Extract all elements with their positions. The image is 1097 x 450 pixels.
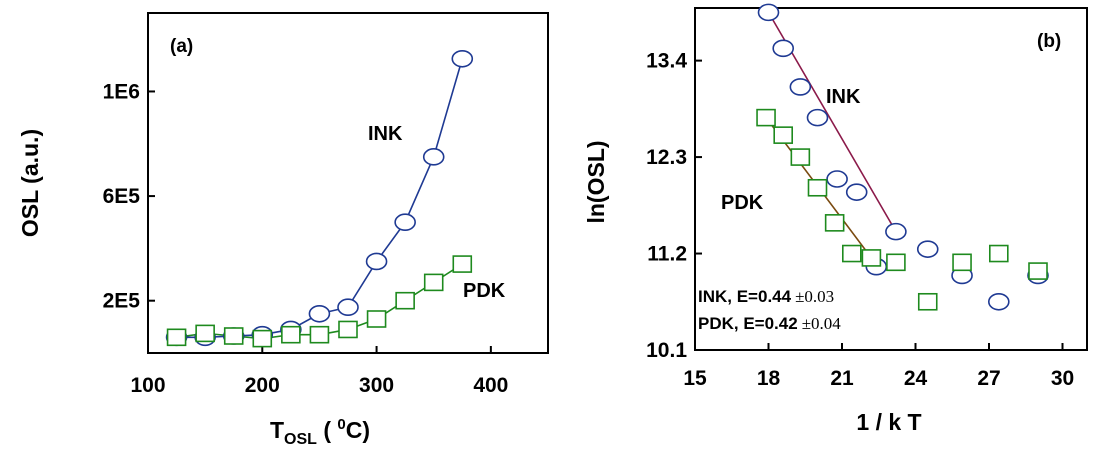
panel-a-y-tick-label: 2E5	[103, 290, 141, 313]
panel-b-ink-point	[772, 39, 795, 58]
panel-b-pdk-point	[790, 148, 811, 166]
panel-a: 100 200 300 400 2E5 6E5 1E6 (a) INK PDK OSL (a…	[17, 12, 549, 448]
panel-a-x-label-open: (	[317, 417, 337, 443]
panel-b-ink-point	[757, 3, 780, 22]
panel-a-x-label-sup: 0	[337, 416, 345, 433]
panel-b-label: (b)	[1037, 31, 1061, 52]
panel-b-plot-frame	[694, 7, 1088, 351]
panel-b-y-tick-label: 11.2	[647, 243, 687, 266]
panel-a-series-lines	[176, 58, 464, 340]
panel-b-pdk-point	[861, 249, 882, 267]
panel-b-pdk-point	[807, 178, 828, 197]
panel-b: 15 18 21 24 27 30 10.1 11.2 12.3 13.4 (b) INK PDK…	[583, 3, 1088, 435]
panel-a-pdk-label: PDK	[463, 280, 506, 302]
panel-b-ink-point	[806, 108, 829, 127]
panel-b-pdk-point	[841, 244, 862, 263]
panel-a-pdk-point	[366, 310, 387, 328]
panel-b-pdk-point	[773, 126, 794, 144]
panel-b-pdk-point	[988, 244, 1009, 263]
panel-b-annotation-ink-label: INK, E=0.44	[698, 287, 792, 306]
panel-b-pdk-point	[756, 108, 776, 127]
panel-b-x-tick-label: 30	[1051, 367, 1074, 390]
panel-b-y-tick-label: 13.4	[646, 50, 687, 73]
panel-b-markers	[756, 3, 1049, 311]
panel-a-ink-point	[308, 304, 331, 323]
panel-b-pdk-point	[1028, 262, 1048, 280]
panel-b-ink-point	[885, 222, 907, 241]
panel-b-annotation-pdk-label: PDK, E=0.42	[698, 314, 798, 333]
panel-b-x-tick-label: 15	[683, 367, 707, 390]
panel-a-ink-point	[394, 213, 416, 232]
panel-b-ink-point	[826, 170, 848, 188]
panel-a-x-label-close: C)	[346, 417, 370, 443]
panel-b-ink-point	[916, 240, 939, 258]
panel-a-x-label-sub: OSL	[284, 431, 317, 445]
panel-b-ink-point	[987, 292, 1010, 311]
panel-a-y-tick-label: 6E5	[103, 185, 141, 208]
panel-a-x-axis-label: TOSL ( 0C)	[270, 416, 370, 445]
panel-a-pdk-point	[423, 273, 444, 292]
panel-b-annotation-ink: INK, E=0.44 ±0.03	[698, 287, 834, 306]
panel-b-x-tick-label: 27	[977, 367, 1000, 390]
panel-b-pdk-point	[886, 253, 906, 272]
panel-a-y-tick-label: 1E6	[103, 80, 140, 103]
panel-a-x-tick-label: 300	[359, 374, 394, 397]
panel-a-pdk-point	[395, 291, 415, 310]
panel-a-label: (a)	[170, 36, 193, 57]
panel-b-y-tick-label: 12.3	[646, 146, 687, 169]
panel-a-ticks: 100 200 300 400 2E5 6E5 1E6	[103, 80, 509, 397]
panel-a-pdk-point	[166, 328, 187, 347]
panel-b-y-axis-label: ln(OSL)	[583, 140, 609, 223]
panel-b-ink-point	[845, 183, 868, 201]
panel-a-pdk-point	[338, 320, 358, 339]
panel-a-pdk-point	[452, 255, 473, 273]
panel-a-ink-label: INK	[368, 123, 403, 145]
panel-b-annotation-pdk: PDK, E=0.42 ±0.04	[698, 314, 841, 333]
panel-a-ink-point	[337, 298, 359, 317]
panel-b-pdk-point	[952, 253, 972, 272]
panel-a-x-label-main: T	[270, 417, 284, 443]
panel-a-x-tick-label: 200	[245, 374, 280, 397]
panel-a-pdk-point	[195, 324, 215, 343]
panel-a-ink-point	[422, 148, 445, 166]
panel-a-plot-frame	[147, 12, 549, 354]
panel-b-pdk-point	[824, 214, 845, 232]
panel-b-annotation-pdk-error: ±0.04	[802, 314, 842, 333]
panel-b-ink-label: INK	[826, 86, 861, 108]
panel-b-x-axis-label: 1 / k T	[856, 409, 921, 435]
panel-a-pdk-point	[252, 329, 273, 348]
panel-b-ticks: 15 18 21 24 27 30 10.1 11.2 12.3 13.4	[646, 50, 1074, 390]
panel-b-annotation-ink-error: ±0.03	[795, 287, 834, 306]
panel-b-x-tick-label: 24	[904, 367, 928, 390]
panel-a-x-tick-label: 400	[473, 374, 508, 397]
panel-a-markers	[165, 49, 474, 348]
panel-a-x-tick-label: 100	[130, 374, 165, 397]
panel-a-ink-point	[365, 252, 388, 271]
panel-b-x-tick-label: 18	[757, 367, 781, 390]
panel-b-pdk-point	[917, 292, 938, 311]
panel-b-x-tick-label: 21	[830, 367, 854, 390]
panel-b-pdk-label: PDK	[721, 192, 764, 214]
panel-a-y-axis-label: OSL (a.u.)	[17, 129, 43, 237]
panel-a-pdk-point	[223, 327, 244, 345]
panel-a-pdk-point	[281, 325, 301, 344]
panel-b-y-tick-label: 10.1	[646, 339, 687, 362]
panel-a-pdk-point	[309, 325, 330, 344]
panel-a-ink-line	[176, 58, 464, 339]
panel-a-ink-point	[451, 49, 474, 68]
panel-b-ink-point	[789, 78, 812, 96]
